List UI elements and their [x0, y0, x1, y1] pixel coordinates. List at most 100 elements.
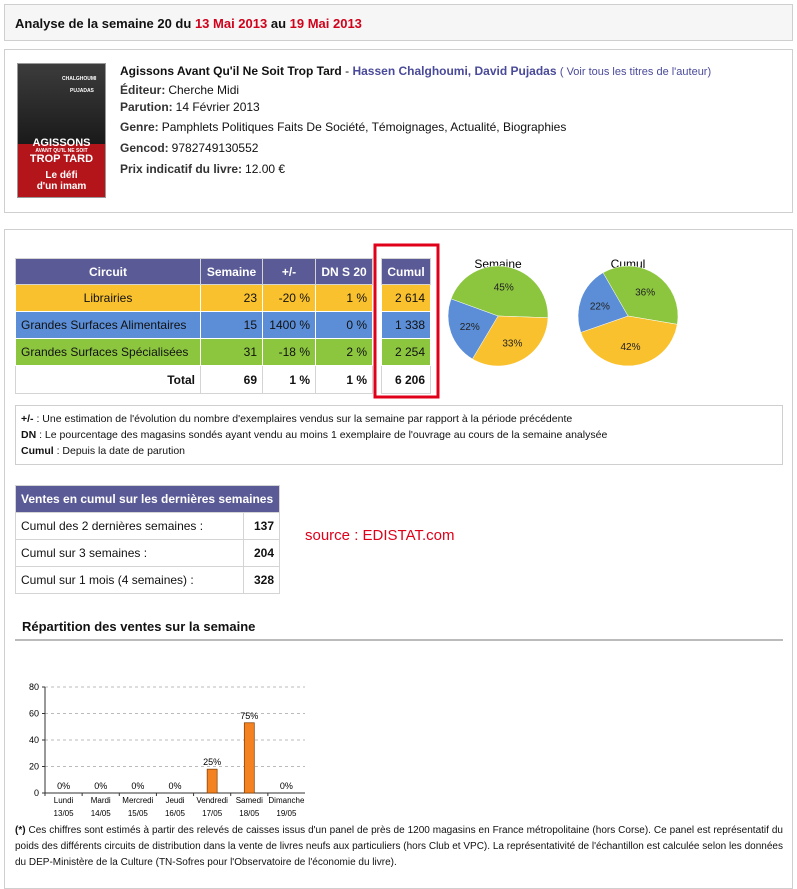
cell: Cumul sur 1 mois (4 semaines) :: [15, 566, 244, 594]
cell: Librairies: [15, 284, 201, 312]
separator: -: [345, 64, 350, 78]
column-header: +/-: [262, 258, 316, 285]
cell: -18 %: [262, 338, 316, 366]
cell: 0 %: [315, 311, 373, 339]
book-field: Éditeur: Cherche Midi: [120, 83, 239, 97]
cover-title-line: AVANT QU'IL NE SOIT: [35, 148, 88, 154]
field-value: 12.00 €: [245, 162, 286, 176]
header-text: au: [270, 16, 287, 31]
cover-subtitle-line: d'un imam: [36, 181, 87, 192]
source: source : EDISTAT.com: [305, 527, 455, 544]
note: Cumul : Depuis la date de parution: [21, 445, 185, 457]
note-text: : Le pourcentage des magasins sondés aya…: [36, 429, 608, 441]
cell: -20 %: [262, 284, 316, 312]
author-link[interactable]: ( Voir tous les titres de l'auteur): [559, 66, 712, 78]
cell: 1 %: [315, 284, 373, 312]
data-row: Librairies 23 -20 % 1 %: [15, 284, 373, 312]
header-row: Cumul: [381, 258, 431, 285]
header-text: Analyse de la semaine 20 du: [15, 16, 192, 31]
field-label: Genre:: [120, 120, 159, 134]
footnote-marker: (*): [15, 825, 26, 836]
cover-title-line: TROP TARD: [29, 153, 94, 165]
note-text: : Une estimation de l'évolution du nombr…: [33, 413, 573, 425]
note-term: +/-: [21, 413, 34, 425]
column-header: Semaine: [200, 258, 263, 285]
section-title: Répartition des ventes sur la semaine: [22, 619, 256, 634]
book-heading: Agissons Avant Qu'il Ne Soit Trop Tard -…: [120, 64, 711, 78]
cover-subtitle: Le défi d'un imam: [18, 170, 105, 192]
data-row: Cumul sur 3 semaines :204: [15, 539, 280, 567]
field-value: 14 Février 2013: [175, 100, 260, 114]
book-field: Prix indicatif du livre: 12.00 €: [120, 162, 285, 176]
cell: 15: [200, 311, 263, 339]
cell: 1 338: [381, 311, 431, 339]
cell: 137: [243, 512, 280, 540]
column-header: Circuit: [15, 258, 201, 285]
cover-title: AGISSONS AVANT QU'IL NE SOIT TROP TARD: [18, 137, 105, 165]
table-title: Ventes en cumul sur les dernières semain…: [15, 485, 280, 513]
cell: Cumul sur 3 semaines :: [15, 539, 244, 567]
field-label: Éditeur:: [120, 83, 166, 97]
total-cell: 69: [200, 365, 263, 394]
header-date: 19 Mai 2013: [289, 16, 362, 31]
total-cell: Total: [15, 365, 201, 394]
cell: Grandes Surfaces Alimentaires: [15, 311, 201, 339]
data-row: Grandes Surfaces Alimentaires 15 1400 % 0 %: [15, 311, 373, 339]
cover-author: CHALGHOUMI: [62, 76, 97, 82]
cell: 2 %: [315, 338, 373, 366]
field-value: Cherche Midi: [168, 83, 240, 97]
total-row: 6 206: [381, 365, 431, 394]
total-row: Total 69 1 % 1 %: [15, 365, 373, 394]
total-cell: 1 %: [262, 365, 316, 394]
notes-box: +/- : Une estimation de l'évolution du n…: [15, 405, 783, 465]
data-row: 2 254: [381, 338, 431, 366]
cover-title-line: AGISSONS: [32, 137, 91, 149]
field-label: Prix indicatif du livre:: [120, 162, 243, 176]
book-box: CHALGHOUMI PUJADAS AGISSONS AVANT QU'IL …: [4, 49, 793, 213]
book-field: Genre: Pamphlets Politiques Faits De Soci…: [120, 120, 566, 134]
sales-table: Circuit Semaine +/- DN S 20 Librairies 23 -20 …: [15, 258, 373, 394]
cell: 2 254: [381, 338, 431, 366]
book-field: Gencod: 9782749130552: [120, 141, 258, 155]
field-value: 9782749130552: [171, 141, 259, 155]
book-title: Agissons Avant Qu'il Ne Soit Trop Tard: [120, 64, 342, 78]
note-term: Cumul: [21, 445, 54, 457]
header-title: Analyse de la semaine 20 du 13 Mai 2013 …: [15, 16, 362, 31]
book-authors[interactable]: Hassen Chalghoumi, David Pujadas: [352, 64, 557, 78]
data-row: Cumul des 2 dernières semaines :137: [15, 512, 280, 540]
cell: Grandes Surfaces Spécialisées: [15, 338, 201, 366]
book-field: Parution: 14 Février 2013: [120, 100, 260, 114]
cell: 328: [243, 566, 280, 594]
total-cell: 1 %: [315, 365, 373, 394]
data-row: 2 614: [381, 284, 431, 312]
cover-author: PUJADAS: [70, 88, 94, 94]
data-row: Cumul sur 1 mois (4 semaines) :328: [15, 566, 280, 594]
footnote: (*) Ces chiffres sont estimés à partir d…: [15, 823, 783, 871]
header-box: Analyse de la semaine 20 du 13 Mai 2013 …: [4, 4, 793, 41]
header-date: 13 Mai 2013: [194, 16, 268, 31]
header-row: Ventes en cumul sur les dernières semain…: [15, 485, 280, 513]
footnote-text: Ces chiffres sont estimés à partir des r…: [15, 825, 783, 868]
total-cell: 6 206: [381, 365, 431, 394]
section-rule: [15, 639, 783, 641]
field-label: Gencod:: [120, 141, 169, 155]
cell: 2 614: [381, 284, 431, 312]
cell: 1400 %: [262, 311, 316, 339]
cumul-table: Ventes en cumul sur les dernières semain…: [15, 485, 280, 594]
field-value: Pamphlets Politiques Faits De Société, T…: [161, 120, 567, 134]
column-header: DN S 20: [315, 258, 373, 285]
book-cover[interactable]: CHALGHOUMI PUJADAS AGISSONS AVANT QU'IL …: [17, 63, 106, 198]
column-header: Cumul: [381, 258, 431, 285]
data-row: Grandes Surfaces Spécialisées 31 -18 % 2 %: [15, 338, 373, 366]
header-row: Circuit Semaine +/- DN S 20: [15, 258, 373, 285]
cell: 23: [200, 284, 263, 312]
cell: 31: [200, 338, 263, 366]
cell: Cumul des 2 dernières semaines :: [15, 512, 244, 540]
cover-subtitle-line: Le défi: [45, 170, 78, 181]
note-text: : Depuis la date de parution: [53, 445, 186, 457]
note: +/- : Une estimation de l'évolution du n…: [21, 413, 572, 425]
note: DN : Le pourcentage des magasins sondés …: [21, 429, 607, 441]
data-row: 1 338: [381, 311, 431, 339]
note-term: DN: [21, 429, 37, 441]
